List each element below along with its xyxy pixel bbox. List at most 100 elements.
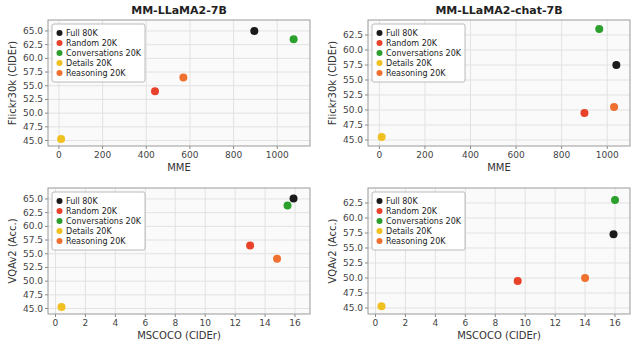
tick-label: 8 (172, 318, 178, 328)
scatter-point (612, 61, 620, 69)
legend-box (52, 192, 145, 250)
legend-swatch (57, 238, 63, 244)
tick-label: 800 (553, 150, 570, 160)
tick-label: 65.0 (23, 26, 43, 36)
legend-label: Full 80K (386, 29, 418, 38)
grid-line (48, 126, 310, 127)
legend-label: Conversations 20K (386, 49, 462, 58)
scatter-point (151, 87, 159, 95)
tick-label: 4 (113, 318, 119, 328)
scatter-point (290, 194, 298, 202)
grid-line (368, 140, 630, 141)
tick-label: 47.5 (343, 288, 363, 298)
grid-line (368, 308, 630, 309)
tick-label: 400 (462, 150, 479, 160)
tick-label: 800 (225, 150, 242, 160)
scatter-point (377, 302, 385, 310)
grid-line (607, 20, 608, 146)
grid (48, 20, 310, 146)
grid-line (368, 293, 630, 294)
legend-swatch (57, 70, 63, 76)
tick-label: 55.0 (23, 249, 43, 259)
scatter-point (610, 103, 618, 111)
grid-line (470, 20, 471, 146)
marks (57, 27, 298, 143)
grid-line (561, 20, 562, 146)
y-axis-label: VQAv2 (Acc.) (327, 218, 338, 283)
y-axis-label: Flickr30k (CIDEr) (327, 41, 338, 125)
tick-label: 60.0 (23, 221, 43, 231)
legend: Full 80KRandom 20KConversations 20KDetai… (372, 24, 465, 82)
legend-label: Details 20K (66, 227, 112, 236)
x-axis-label: MSCOCO (CIDEr) (457, 330, 541, 341)
scatter-point (581, 274, 589, 282)
tick-label: 200 (416, 150, 433, 160)
legend-label: Conversations 20K (66, 217, 142, 226)
grid-line (368, 125, 630, 126)
grid-line (585, 188, 586, 314)
legend-swatch (377, 228, 383, 234)
tick-label: 52.5 (23, 94, 43, 104)
legend-label: Conversations 20K (386, 217, 462, 226)
tick-label: 2 (403, 318, 409, 328)
legend-swatch (57, 40, 63, 46)
tick-label: 47.5 (23, 290, 43, 300)
tick-label: 60.0 (343, 45, 363, 55)
scatter-point (610, 230, 618, 238)
grid-line (48, 113, 310, 114)
tick-label: 62.5 (23, 208, 43, 218)
tick-label: 2 (83, 318, 89, 328)
tick-label: 1000 (266, 150, 289, 160)
legend-label: Random 20K (66, 39, 118, 48)
grid-line (555, 188, 556, 314)
scatter-point (290, 35, 298, 43)
tick-label: 16 (289, 318, 301, 328)
plot-area (48, 188, 310, 314)
grid-line (48, 294, 310, 295)
tick-label: 14 (579, 318, 591, 328)
plot-frame (368, 20, 630, 146)
figure: 0200400600800100045.047.550.052.555.057.… (0, 0, 640, 357)
tick-label: 0 (56, 150, 62, 160)
legend-box (372, 24, 465, 82)
tick-label: 52.5 (23, 262, 43, 272)
x-axis-label: MME (487, 162, 511, 173)
tick-label: 0 (377, 150, 383, 160)
legend-label: Random 20K (66, 207, 118, 216)
grid (368, 20, 630, 146)
scatter-point (378, 133, 386, 141)
legend-swatch (57, 50, 63, 56)
scatter-point (250, 27, 258, 35)
legend-swatch (57, 218, 63, 224)
legend-label: Conversations 20K (66, 49, 142, 58)
tick-label: 45.0 (23, 304, 43, 314)
scatter-point (246, 242, 254, 250)
legend-label: Reasoning 20K (66, 237, 126, 246)
tick-label: 62.5 (343, 30, 363, 40)
grid-line (368, 95, 630, 96)
chart-title: MM-LLaMA2-7B (131, 4, 227, 17)
grid-line (368, 110, 630, 111)
legend-swatch (377, 50, 383, 56)
legend-label: Full 80K (66, 197, 98, 206)
subplot: 0200400600800100045.047.550.052.555.057.… (7, 4, 310, 173)
tick-label: 50.0 (23, 108, 43, 118)
grid-line (516, 20, 517, 146)
grid-line (48, 253, 310, 254)
grid-line (48, 281, 310, 282)
legend-swatch (377, 198, 383, 204)
tick-label: 6 (462, 318, 468, 328)
tick-label: 0 (373, 318, 379, 328)
grid-line (525, 188, 526, 314)
tick-label: 62.5 (343, 198, 363, 208)
marks (57, 194, 297, 310)
legend-label: Reasoning 20K (386, 69, 446, 78)
legend-swatch (377, 70, 383, 76)
tick-label: 52.5 (343, 258, 363, 268)
legend-swatch (377, 60, 383, 66)
tick-label: 60.0 (23, 53, 43, 63)
grid-line (48, 140, 310, 141)
subplot: 0200400600800100045.047.550.052.555.057.… (327, 4, 630, 173)
legend-swatch (377, 30, 383, 36)
legend-swatch (377, 208, 383, 214)
